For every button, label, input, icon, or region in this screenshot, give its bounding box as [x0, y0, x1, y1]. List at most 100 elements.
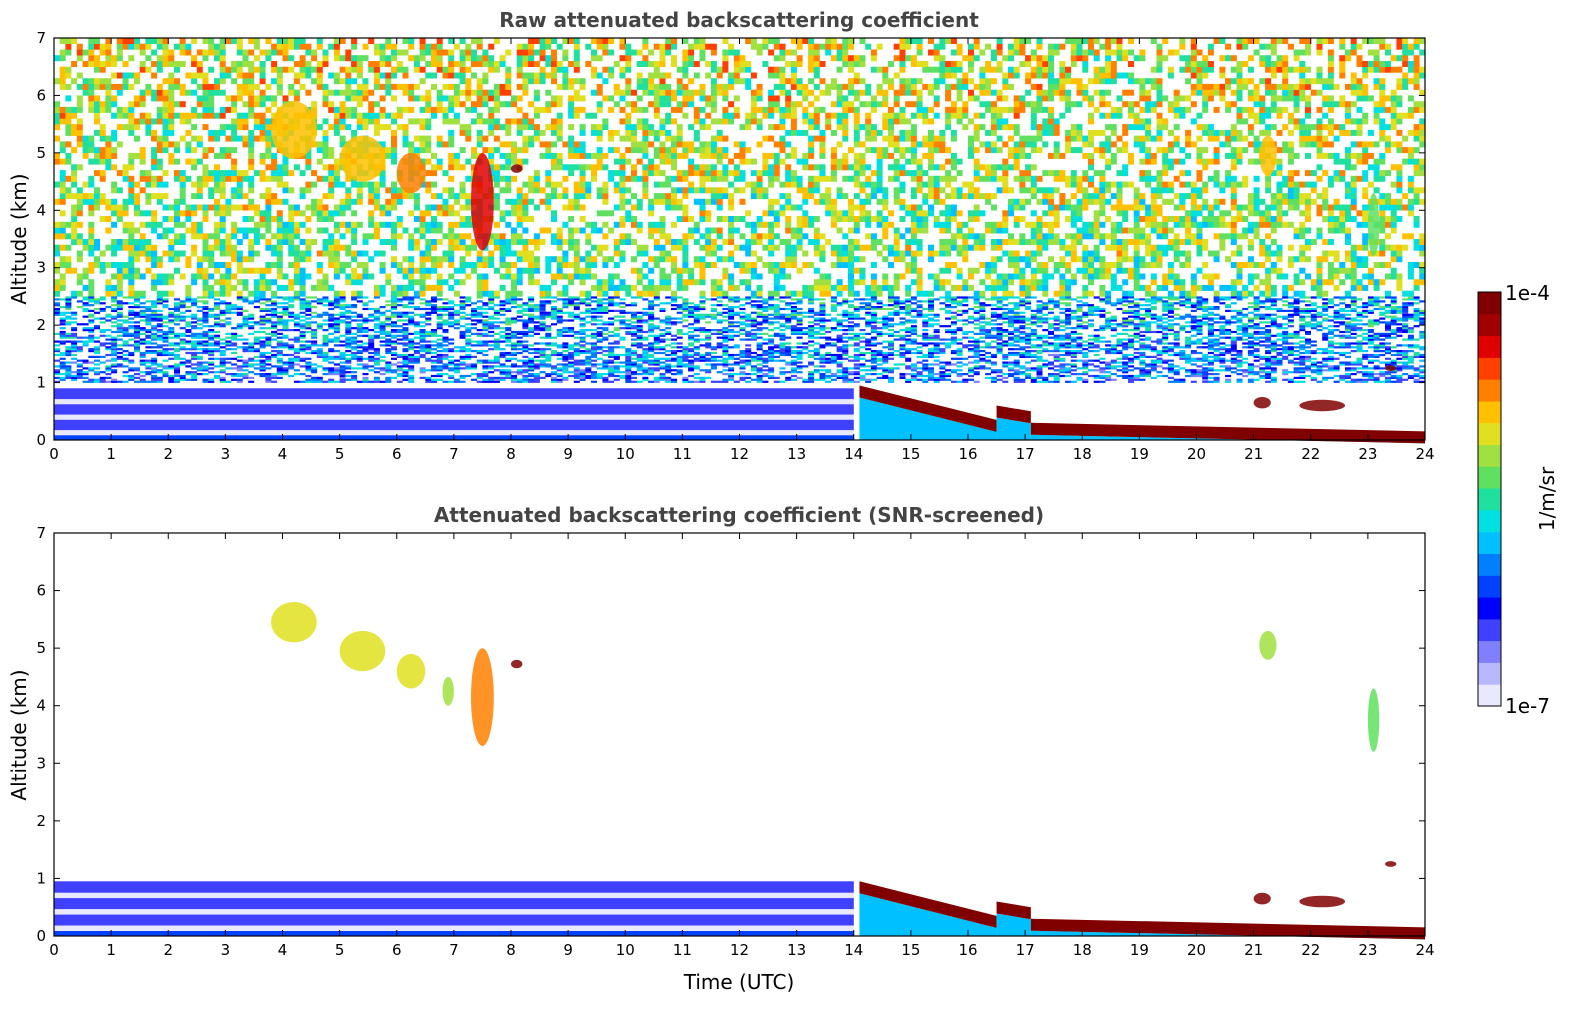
- noise-cell: [1185, 135, 1192, 142]
- noise-cell: [710, 170, 717, 177]
- noise-cell: [973, 170, 980, 177]
- noise-cell: [1036, 106, 1043, 113]
- noise-cell: [979, 72, 986, 79]
- noise-cell: [282, 170, 289, 177]
- noise-cell: [699, 38, 706, 44]
- noise-cell: [1013, 221, 1020, 228]
- noise-cell: [870, 262, 877, 268]
- noise-cell: [631, 193, 637, 200]
- noise-cell: [231, 118, 238, 125]
- noise-cell: [299, 256, 306, 263]
- noise-cell: [516, 210, 523, 217]
- noise-cell: [990, 262, 997, 268]
- noise-cell: [899, 181, 906, 188]
- noise-cell: [985, 164, 992, 171]
- noise-cell: [968, 61, 974, 67]
- noise-cell: [768, 89, 775, 96]
- noise-cell: [990, 124, 997, 131]
- noise-cell: [1002, 210, 1009, 217]
- noise-cell: [1002, 187, 1009, 194]
- noise-cell: [1048, 61, 1054, 67]
- noise-cell: [785, 239, 792, 245]
- noise-cell: [722, 170, 729, 177]
- noise-cell: [648, 72, 655, 79]
- noise-cell: [762, 158, 769, 165]
- noise-cell: [431, 216, 437, 222]
- noise-cell: [728, 101, 735, 108]
- noise-cell: [585, 250, 592, 257]
- noise-cell: [790, 204, 797, 211]
- noise-cell: [613, 181, 620, 188]
- noise-cell: [939, 239, 946, 245]
- noise-cell: [916, 170, 923, 177]
- noise-cell: [973, 216, 980, 222]
- noise-cell: [396, 267, 403, 274]
- noise-cell: [613, 101, 620, 108]
- noise-cell: [1145, 233, 1152, 240]
- noise-cell: [591, 112, 597, 119]
- noise-cell: [968, 187, 974, 194]
- noise-cell: [699, 279, 706, 286]
- noise-cell: [1030, 210, 1037, 217]
- noise-cell: [71, 61, 78, 67]
- noise-cell: [396, 61, 403, 67]
- noise-cell: [716, 244, 723, 251]
- noise-cell: [1093, 273, 1100, 280]
- noise-cell: [1070, 175, 1077, 182]
- noise-cell: [305, 89, 312, 96]
- noise-cell: [1076, 175, 1083, 182]
- noise-cell: [1019, 38, 1026, 44]
- noise-cell: [322, 279, 329, 286]
- noise-cell: [419, 279, 426, 286]
- noise-cell: [533, 72, 540, 79]
- noise-cell: [899, 152, 906, 159]
- noise-cell: [516, 49, 523, 56]
- noise-cell: [1145, 78, 1152, 85]
- noise-cell: [859, 61, 866, 67]
- noise-cell: [1059, 204, 1066, 211]
- noise-cell: [1048, 78, 1054, 85]
- noise-cell: [259, 284, 266, 291]
- noise-cell: [94, 83, 100, 90]
- noise-cell: [482, 290, 489, 297]
- noise-cell: [242, 135, 249, 142]
- noise-cell: [356, 66, 363, 73]
- noise-cell: [1173, 221, 1180, 228]
- noise-cell: [1162, 158, 1169, 165]
- noise-cell: [585, 233, 592, 240]
- noise-cell: [499, 83, 506, 90]
- noise-cell: [82, 83, 89, 90]
- noise-cell: [916, 187, 923, 194]
- noise-cell: [1196, 78, 1203, 85]
- noise-cell: [1088, 112, 1094, 119]
- noise-cell: [762, 262, 769, 268]
- noise-cell: [699, 118, 706, 125]
- noise-cell: [905, 239, 912, 245]
- noise-cell: [156, 273, 163, 280]
- noise-cell: [710, 141, 717, 148]
- noise-cell: [436, 43, 443, 50]
- noise-cell: [733, 112, 740, 119]
- noise-cell: [882, 227, 889, 234]
- noise-cell: [1145, 181, 1152, 188]
- noise-cell: [905, 89, 912, 96]
- noise-cell: [1116, 72, 1123, 79]
- noise-cell: [1122, 89, 1129, 96]
- noise-cell: [825, 284, 832, 291]
- noise-cell: [1185, 129, 1192, 136]
- noise-cell: [111, 72, 118, 79]
- noise-cell: [910, 193, 917, 200]
- noise-cell: [842, 95, 849, 102]
- noise-cell: [756, 273, 763, 280]
- noise-cell: [436, 193, 443, 200]
- noise-cell: [910, 239, 917, 245]
- noise-cell: [116, 38, 123, 44]
- noise-cell: [265, 135, 272, 142]
- noise-cell: [259, 273, 266, 280]
- noise-cell: [471, 262, 477, 268]
- noise-cell: [596, 193, 603, 200]
- noise-cell: [665, 112, 672, 119]
- noise-cell: [436, 141, 443, 148]
- noise-cell: [71, 112, 78, 119]
- noise-cell: [419, 38, 426, 44]
